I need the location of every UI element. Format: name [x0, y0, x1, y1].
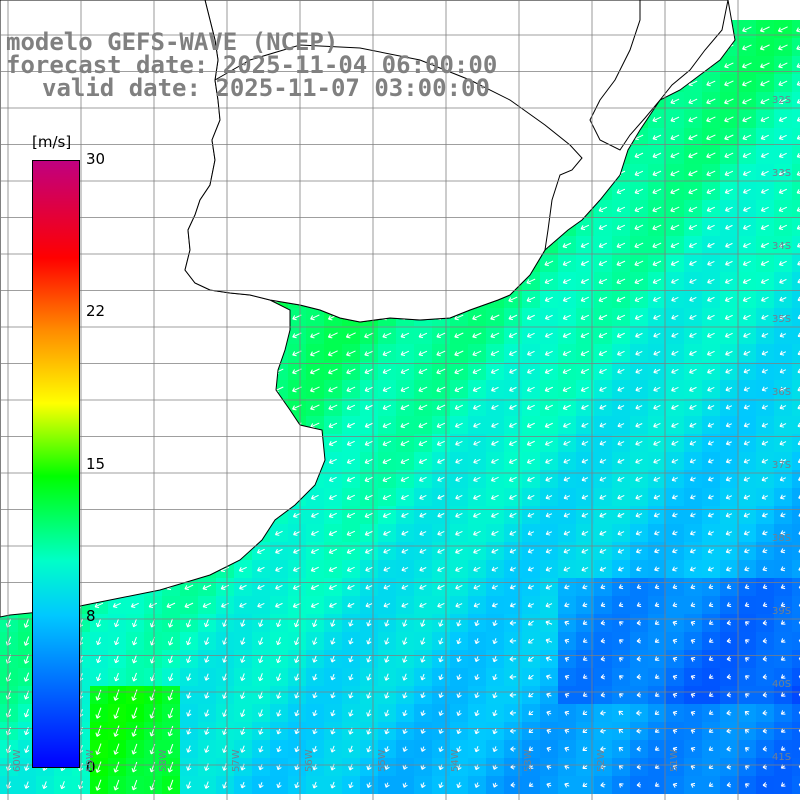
lat-label: 35S	[772, 314, 792, 325]
field-cell	[792, 614, 800, 632]
field-cell	[792, 776, 800, 794]
field-cell	[792, 542, 800, 560]
field-cell	[792, 524, 800, 542]
field-cell	[792, 218, 800, 236]
lon-label: 57W	[231, 749, 242, 772]
colorbar-tick-15: 15	[86, 455, 106, 473]
field-cell	[792, 596, 800, 614]
lon-label: 55W	[377, 749, 388, 772]
field-cell	[792, 362, 800, 380]
field-cell	[792, 92, 800, 110]
field-cell	[792, 434, 800, 452]
lon-label: 60W	[12, 749, 23, 772]
lon-label: 58W	[158, 749, 169, 772]
field-cell	[792, 668, 800, 686]
field-cell	[792, 344, 800, 362]
lon-label: 52W	[596, 749, 607, 772]
colorbar-unit: [m/s]	[32, 133, 72, 151]
field-cell	[792, 632, 800, 650]
lat-label: 38S	[772, 533, 792, 544]
lat-label: 36S	[772, 387, 792, 398]
field-cell	[792, 236, 800, 254]
lat-label: 39S	[772, 606, 792, 617]
field-cell	[792, 56, 800, 74]
lat-label: 34S	[772, 241, 792, 252]
field-cell	[792, 416, 800, 434]
lat-label: 33S	[772, 168, 792, 179]
field-cell	[792, 128, 800, 146]
field-cell	[792, 326, 800, 344]
field-cell	[792, 560, 800, 578]
field-cell	[792, 164, 800, 182]
field-cell	[792, 704, 800, 722]
field-cell	[792, 452, 800, 470]
field-cell	[792, 578, 800, 596]
lon-label: 51W	[669, 749, 680, 772]
colorbar-tick-22: 22	[86, 302, 106, 320]
colorbar	[32, 160, 80, 768]
field-cell	[792, 200, 800, 218]
field-cell	[792, 146, 800, 164]
field-cell	[792, 398, 800, 416]
field-cell	[792, 650, 800, 668]
lat-label: 37S	[772, 460, 792, 471]
field-cell	[792, 380, 800, 398]
field-cell	[792, 740, 800, 758]
field-cell	[792, 272, 800, 290]
colorbar-tick-30: 30	[86, 150, 106, 168]
field-cell	[792, 74, 800, 92]
field-cell	[792, 470, 800, 488]
title-valid-date: valid date: 2025-11-07 03:00:00	[42, 74, 490, 102]
lon-label: 53W	[523, 749, 534, 772]
field-cell	[792, 38, 800, 56]
colorbar-tick-8: 8	[86, 607, 96, 625]
field-cell	[792, 758, 800, 776]
field-cell	[792, 686, 800, 704]
field-cell	[792, 506, 800, 524]
field-cell	[792, 308, 800, 326]
lon-label: 54W	[450, 749, 461, 772]
field-cell	[792, 290, 800, 308]
field-cell	[792, 254, 800, 272]
field-cell	[792, 20, 800, 38]
field-cell	[792, 110, 800, 128]
lat-label: 32S	[772, 95, 792, 106]
lat-label: 40S	[772, 679, 792, 690]
field-cell	[792, 182, 800, 200]
lat-label: 41S	[772, 752, 792, 763]
field-cell	[792, 488, 800, 506]
field-cell	[792, 722, 800, 740]
lon-label: 59W	[85, 749, 96, 772]
lon-label: 56W	[304, 749, 315, 772]
